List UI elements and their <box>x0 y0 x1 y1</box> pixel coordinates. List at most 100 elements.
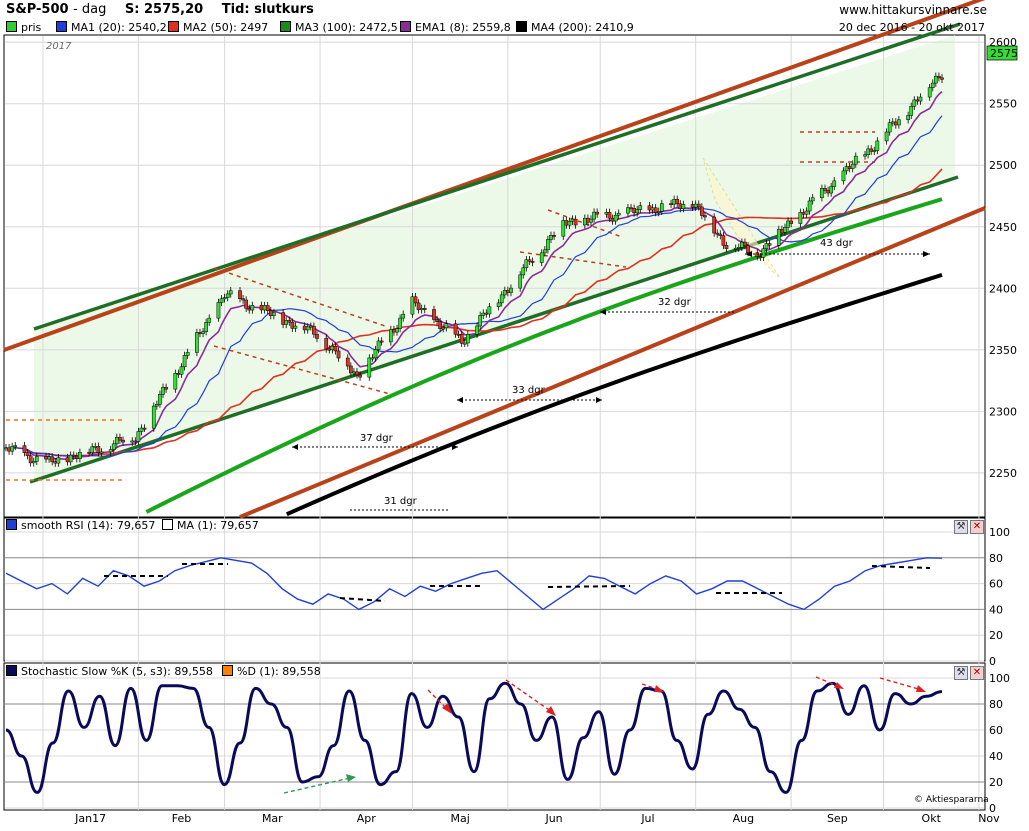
last-price-tag: 2575 <box>990 47 1018 60</box>
legend-label: Stochastic Slow %K (5, s3): 89,558 <box>21 665 213 678</box>
candle-body <box>99 451 104 454</box>
date-range: 20 dec 2016 - 20 okt 2017 <box>838 21 985 34</box>
rsi-close-icon[interactable]: ✕ <box>970 520 984 534</box>
candle-body <box>462 342 467 345</box>
stoch-tick-label: 100 <box>989 672 1010 685</box>
candle-body <box>398 317 402 329</box>
candle-body <box>44 456 48 460</box>
price-tick-label: 2250 <box>989 467 1017 480</box>
price-tick-label: 2300 <box>989 405 1017 418</box>
candle-body <box>832 180 837 187</box>
rsi-tick-label: 80 <box>989 552 1003 565</box>
red-arrow-head <box>834 682 844 689</box>
candle-body <box>897 119 901 126</box>
candle-body <box>927 87 932 98</box>
candle-body <box>198 332 202 334</box>
candle-body <box>327 348 332 351</box>
candle-body <box>502 290 507 296</box>
candle-body <box>604 212 609 215</box>
arrow-head <box>745 251 752 257</box>
candle-body <box>435 319 439 322</box>
candle-body <box>204 322 208 332</box>
candle-body <box>31 461 36 464</box>
legend-entry: MA1 (20): 2540,2 <box>56 21 167 34</box>
candle-body <box>715 232 720 235</box>
candle-body <box>758 256 763 259</box>
candle-body <box>841 170 846 182</box>
annotation-37-dgr: 37 dgr <box>360 433 394 444</box>
candle-body <box>672 199 676 205</box>
rsi-settings-icon[interactable]: ⚒ <box>954 520 968 534</box>
candle-body <box>847 166 852 169</box>
candle-body <box>290 321 295 329</box>
candle-body <box>909 106 914 116</box>
candle-body <box>176 373 181 375</box>
candle-body <box>413 296 418 304</box>
candle-body <box>47 456 51 460</box>
red-arrow-head <box>442 703 452 714</box>
arrow-head <box>457 397 463 403</box>
candle-body <box>743 241 747 246</box>
candle-body <box>34 456 39 462</box>
candle-body <box>370 357 375 360</box>
stoch-settings-icon[interactable]: ⚒ <box>954 666 968 680</box>
month-tick-label: Mar <box>262 812 283 825</box>
stoch-close-icon[interactable]: ✕ <box>970 666 984 680</box>
candle-body <box>441 327 446 330</box>
candle-body <box>201 331 205 334</box>
rsi-tick-label: 0 <box>989 655 996 668</box>
candle-body <box>527 259 532 262</box>
candle-body <box>801 212 806 215</box>
candle-body <box>826 190 830 194</box>
candle-body <box>111 443 116 450</box>
candle-body <box>506 290 510 293</box>
legend-entry: MA4 (200): 2410,9 <box>516 21 634 34</box>
stoch-legend: Stochastic Slow %K (5, s3): 89,558 %D (1)… <box>4 664 604 680</box>
rsi-tick-label: 20 <box>989 629 1003 642</box>
candle-body <box>693 203 698 208</box>
candle-body <box>25 452 30 456</box>
candle-body <box>93 446 98 448</box>
arrow-head <box>292 444 298 450</box>
candle-body <box>681 204 686 209</box>
candle-body <box>804 210 809 215</box>
candle-body <box>459 334 464 344</box>
candle-body <box>521 267 526 276</box>
candle-body <box>244 299 249 309</box>
price-tick-label: 2550 <box>989 98 1017 111</box>
site-link[interactable]: www.hittakursvinnare.se <box>839 3 987 17</box>
month-tick-label: Apr <box>357 812 377 825</box>
month-tick-label: Maj <box>450 812 469 825</box>
candle-body <box>284 320 289 325</box>
candle-body <box>74 455 79 459</box>
candle-body <box>96 446 101 453</box>
arrow-head <box>923 251 930 257</box>
annotation-32-dgr: 32 dgr <box>658 297 692 308</box>
candle-body <box>887 122 892 133</box>
candle-body <box>139 427 144 432</box>
upper-channel-orange <box>3 0 986 352</box>
candle-body <box>915 99 920 102</box>
stoch-tick-label: 60 <box>989 724 1003 737</box>
price-tick-label: 2450 <box>989 221 1017 234</box>
candle-body <box>546 239 550 251</box>
price-legend: pris MA1 (20): 2540,2 MA2 (50): 2497 MA3 (1… <box>4 20 985 36</box>
candle-body <box>933 75 938 84</box>
candle-body <box>552 235 556 237</box>
candle-body <box>844 166 849 172</box>
candle-body <box>632 208 636 214</box>
candle-body <box>185 352 190 356</box>
green-arrow-head <box>346 774 356 782</box>
candle-body <box>164 387 168 390</box>
candle-body <box>549 235 553 240</box>
candle-body <box>225 293 230 298</box>
candle-body <box>570 218 575 222</box>
candle-body <box>228 290 233 295</box>
candle-body <box>610 217 615 222</box>
rsi-line <box>5 557 943 611</box>
candle-body <box>71 454 76 457</box>
ma4-200-line <box>285 272 943 517</box>
candle-body <box>238 290 242 299</box>
candle-body <box>22 445 27 453</box>
candle-body <box>155 403 159 407</box>
